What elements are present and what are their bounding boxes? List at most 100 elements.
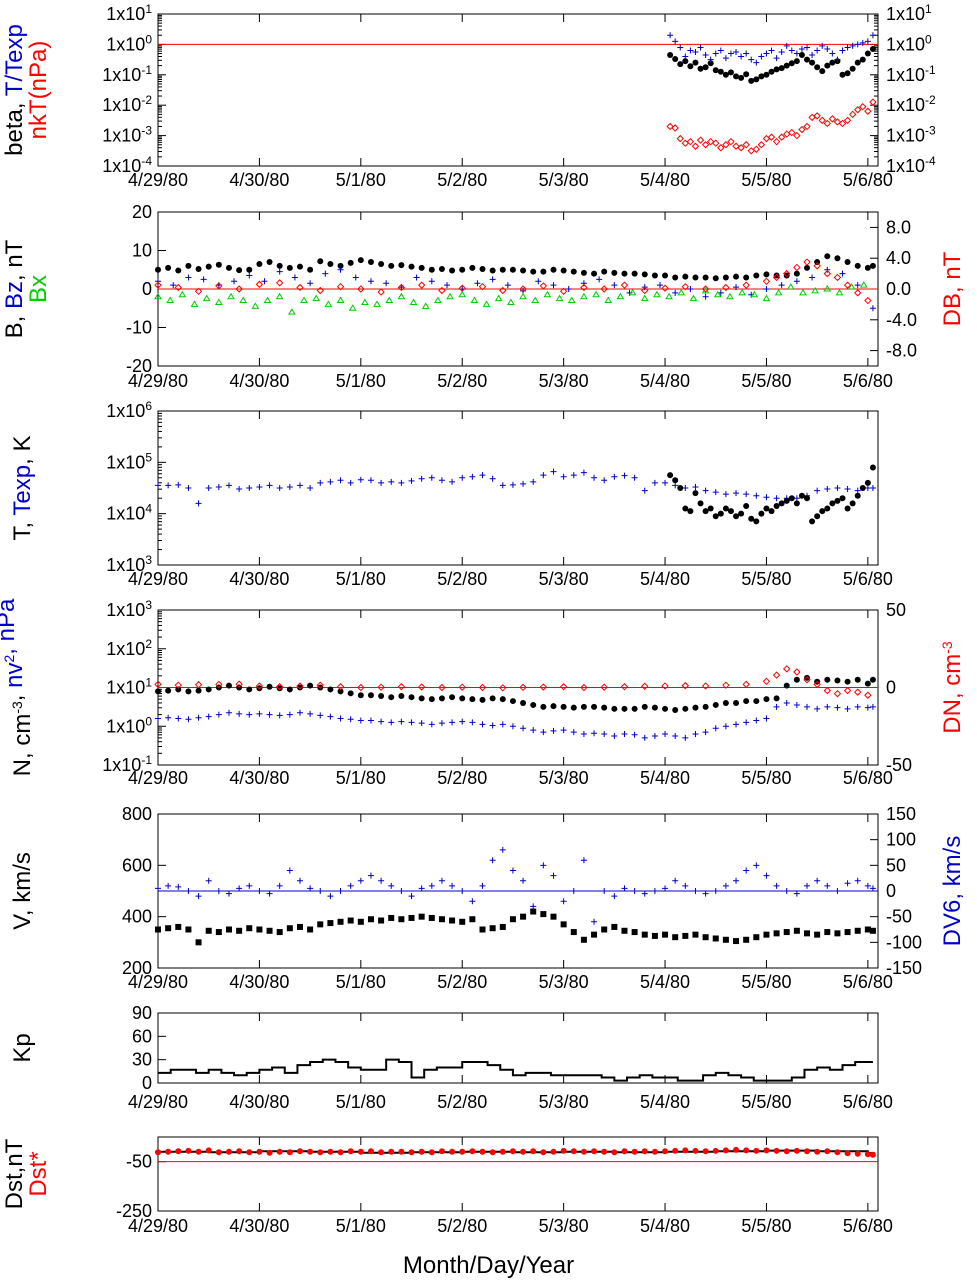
data-point xyxy=(783,929,790,936)
data-point xyxy=(726,292,734,300)
data-point xyxy=(701,682,710,690)
data-point xyxy=(854,676,861,683)
data-point xyxy=(449,719,456,726)
data-point xyxy=(367,717,374,724)
data-point xyxy=(418,885,425,892)
data-point xyxy=(641,703,648,710)
data-point xyxy=(296,877,303,884)
panel-kp: 0 30 60 90 4/29/80 4/30/80 5/1/80 5/2/80 5/3/80 5… xyxy=(9,1003,893,1112)
data-point xyxy=(489,857,496,864)
data-point xyxy=(763,1147,770,1154)
data-point xyxy=(722,71,729,78)
data-point xyxy=(499,846,506,853)
data-point xyxy=(336,683,345,691)
data-point xyxy=(768,47,775,54)
data-point xyxy=(859,56,866,63)
data-point xyxy=(251,302,260,309)
data-point xyxy=(286,925,293,932)
data-point xyxy=(778,282,785,289)
data-point xyxy=(202,294,211,302)
data-point xyxy=(869,32,876,39)
data-point xyxy=(316,286,324,295)
y-tick-label: 400 xyxy=(122,907,152,927)
data-point xyxy=(824,505,831,512)
data-point xyxy=(712,489,719,496)
y-right-tick-label: 0.0 xyxy=(886,279,911,299)
data-point xyxy=(428,914,435,921)
data-point xyxy=(286,1149,293,1156)
data-point xyxy=(469,264,476,271)
data-point xyxy=(778,65,785,72)
data-point xyxy=(215,680,223,689)
x-tick-label: 4/29/80 xyxy=(128,569,188,589)
data-point xyxy=(701,285,710,293)
data-point xyxy=(347,882,354,889)
data-point xyxy=(458,683,466,691)
data-point xyxy=(509,723,516,730)
data-point xyxy=(336,282,345,291)
data-point xyxy=(428,474,435,481)
data-point xyxy=(591,931,598,938)
data-point xyxy=(722,55,729,62)
data-point xyxy=(418,720,425,727)
data-point xyxy=(727,50,734,57)
data-point xyxy=(479,926,486,933)
data-point xyxy=(641,1148,648,1155)
y-tick-label: 1x106 xyxy=(106,399,152,421)
x-tick-label: 5/2/80 xyxy=(437,170,487,190)
x-tick-label: 4/29/80 xyxy=(128,371,188,391)
data-point xyxy=(276,712,283,719)
data-point xyxy=(733,877,740,884)
series-beta xyxy=(667,45,876,84)
data-point xyxy=(793,495,800,502)
data-point xyxy=(849,42,856,49)
y-axis-label-secondary: Bx xyxy=(25,275,52,303)
x-tick-label: 5/4/80 xyxy=(640,371,690,391)
data-point xyxy=(743,50,750,57)
data-point xyxy=(185,485,192,491)
data-point xyxy=(327,478,334,485)
data-point xyxy=(205,485,212,491)
data-point xyxy=(266,482,273,489)
data-point xyxy=(327,920,334,927)
data-point xyxy=(692,888,699,894)
data-point xyxy=(653,290,661,298)
data-point xyxy=(489,267,496,274)
data-point xyxy=(383,280,390,287)
data-point xyxy=(835,288,844,296)
data-point xyxy=(763,872,770,879)
data-point xyxy=(793,58,800,65)
data-point xyxy=(154,281,162,289)
data-point xyxy=(834,485,841,491)
x-tick-label: 5/2/80 xyxy=(437,972,487,992)
data-point xyxy=(165,714,172,721)
data-point xyxy=(530,1148,537,1155)
data-point xyxy=(859,39,866,46)
data-point xyxy=(205,877,212,884)
data-point xyxy=(687,63,694,70)
data-point xyxy=(843,116,852,125)
data-point xyxy=(838,119,847,128)
data-point xyxy=(286,483,293,490)
data-point xyxy=(276,262,283,269)
data-point xyxy=(809,518,816,525)
data-point xyxy=(550,703,557,710)
data-point xyxy=(531,296,540,304)
data-point xyxy=(225,926,232,933)
data-point xyxy=(743,698,750,705)
data-point xyxy=(388,719,395,726)
data-point xyxy=(428,696,435,703)
data-point xyxy=(722,491,729,498)
data-point xyxy=(236,267,243,274)
data-point xyxy=(337,918,344,925)
data-point xyxy=(702,890,709,897)
data-point xyxy=(377,288,385,296)
data-point xyxy=(774,288,783,296)
data-point xyxy=(195,687,202,694)
data-point xyxy=(413,274,420,281)
data-point xyxy=(215,282,223,290)
data-point xyxy=(317,1149,324,1156)
data-point xyxy=(631,731,638,738)
data-point xyxy=(707,56,714,63)
data-point xyxy=(550,913,557,920)
